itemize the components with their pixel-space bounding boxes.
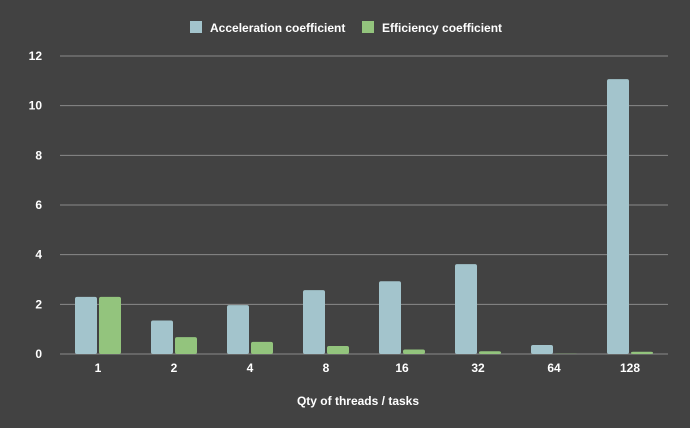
x-tick-label: 4 xyxy=(247,361,254,375)
x-axis-title: Qty of threads / tasks xyxy=(297,394,419,408)
x-tick-label: 8 xyxy=(323,361,330,375)
x-axis-tick-labels: 1 2 4 8 16 32 64 128 xyxy=(95,361,641,375)
legend-label-efficiency: Efficiency coefficient xyxy=(382,21,502,35)
x-tick-label: 1 xyxy=(95,361,102,375)
bar-acceleration-16 xyxy=(379,281,401,354)
legend-swatch-efficiency xyxy=(362,21,374,33)
bar-acceleration-128 xyxy=(607,79,629,354)
x-tick-label: 2 xyxy=(171,361,178,375)
bar-efficiency-2 xyxy=(175,337,197,354)
y-tick-label: 6 xyxy=(35,198,42,212)
x-tick-label: 16 xyxy=(395,361,409,375)
y-tick-label: 8 xyxy=(35,148,42,162)
gridlines xyxy=(60,55,668,355)
bars xyxy=(75,79,653,354)
legend-label-acceleration: Acceleration coefficient xyxy=(210,21,345,35)
y-tick-label: 4 xyxy=(35,248,42,262)
bar-efficiency-16 xyxy=(403,349,425,354)
y-tick-label: 2 xyxy=(35,297,42,311)
bar-efficiency-8 xyxy=(327,346,349,354)
legend: Acceleration coefficient Efficiency coef… xyxy=(190,21,502,35)
bar-acceleration-32 xyxy=(455,264,477,354)
bar-efficiency-4 xyxy=(251,341,273,354)
y-tick-label: 10 xyxy=(29,99,43,113)
bar-efficiency-32 xyxy=(479,351,501,354)
y-tick-label: 0 xyxy=(35,347,42,361)
x-tick-label: 64 xyxy=(547,361,561,375)
legend-swatch-acceleration xyxy=(190,21,202,33)
bar-efficiency-1 xyxy=(99,296,121,354)
bar-efficiency-128 xyxy=(631,351,653,354)
x-tick-label: 128 xyxy=(620,361,640,375)
bar-acceleration-1 xyxy=(75,296,97,354)
y-tick-label: 12 xyxy=(29,49,43,63)
bar-acceleration-64 xyxy=(531,345,553,354)
bar-acceleration-2 xyxy=(151,320,173,354)
bar-acceleration-4 xyxy=(227,305,249,354)
bar-acceleration-8 xyxy=(303,290,325,354)
x-tick-label: 32 xyxy=(471,361,485,375)
y-axis-tick-labels: 0 2 4 6 8 10 12 xyxy=(29,49,43,361)
